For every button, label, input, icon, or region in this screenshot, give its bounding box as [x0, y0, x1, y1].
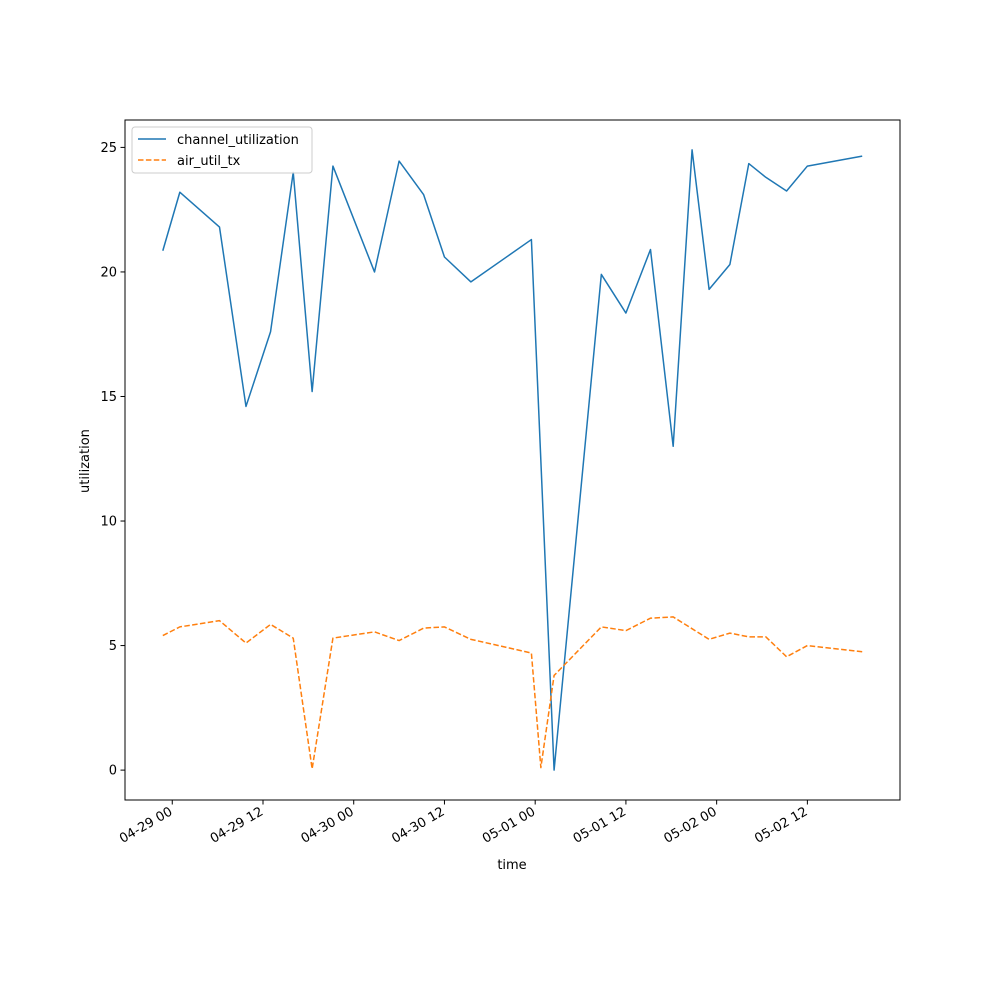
y-tick-label: 15 [100, 390, 117, 405]
y-tick-label: 25 [100, 141, 117, 156]
legend-label-air-util-tx: air_util_tx [177, 154, 241, 169]
legend: channel_utilization air_util_tx [131, 126, 313, 174]
legend-label-channel-utilization: channel_utilization [177, 133, 299, 148]
y-tick-label: 20 [100, 265, 117, 280]
legend-box [131, 126, 313, 174]
series-line-air-util-tx [162, 616, 863, 770]
series-layer [162, 149, 863, 771]
y-axis-label: utilization [78, 429, 93, 493]
y-tick-label: 0 [109, 764, 117, 779]
x-axis-label: time [497, 858, 526, 873]
y-tick-label: 5 [109, 639, 117, 654]
plot-frame [124, 119, 901, 801]
series-line-channel-utilization [162, 149, 863, 771]
y-axis: 0 5 10 15 20 25 [100, 141, 125, 779]
y-tick-label: 10 [100, 515, 117, 530]
